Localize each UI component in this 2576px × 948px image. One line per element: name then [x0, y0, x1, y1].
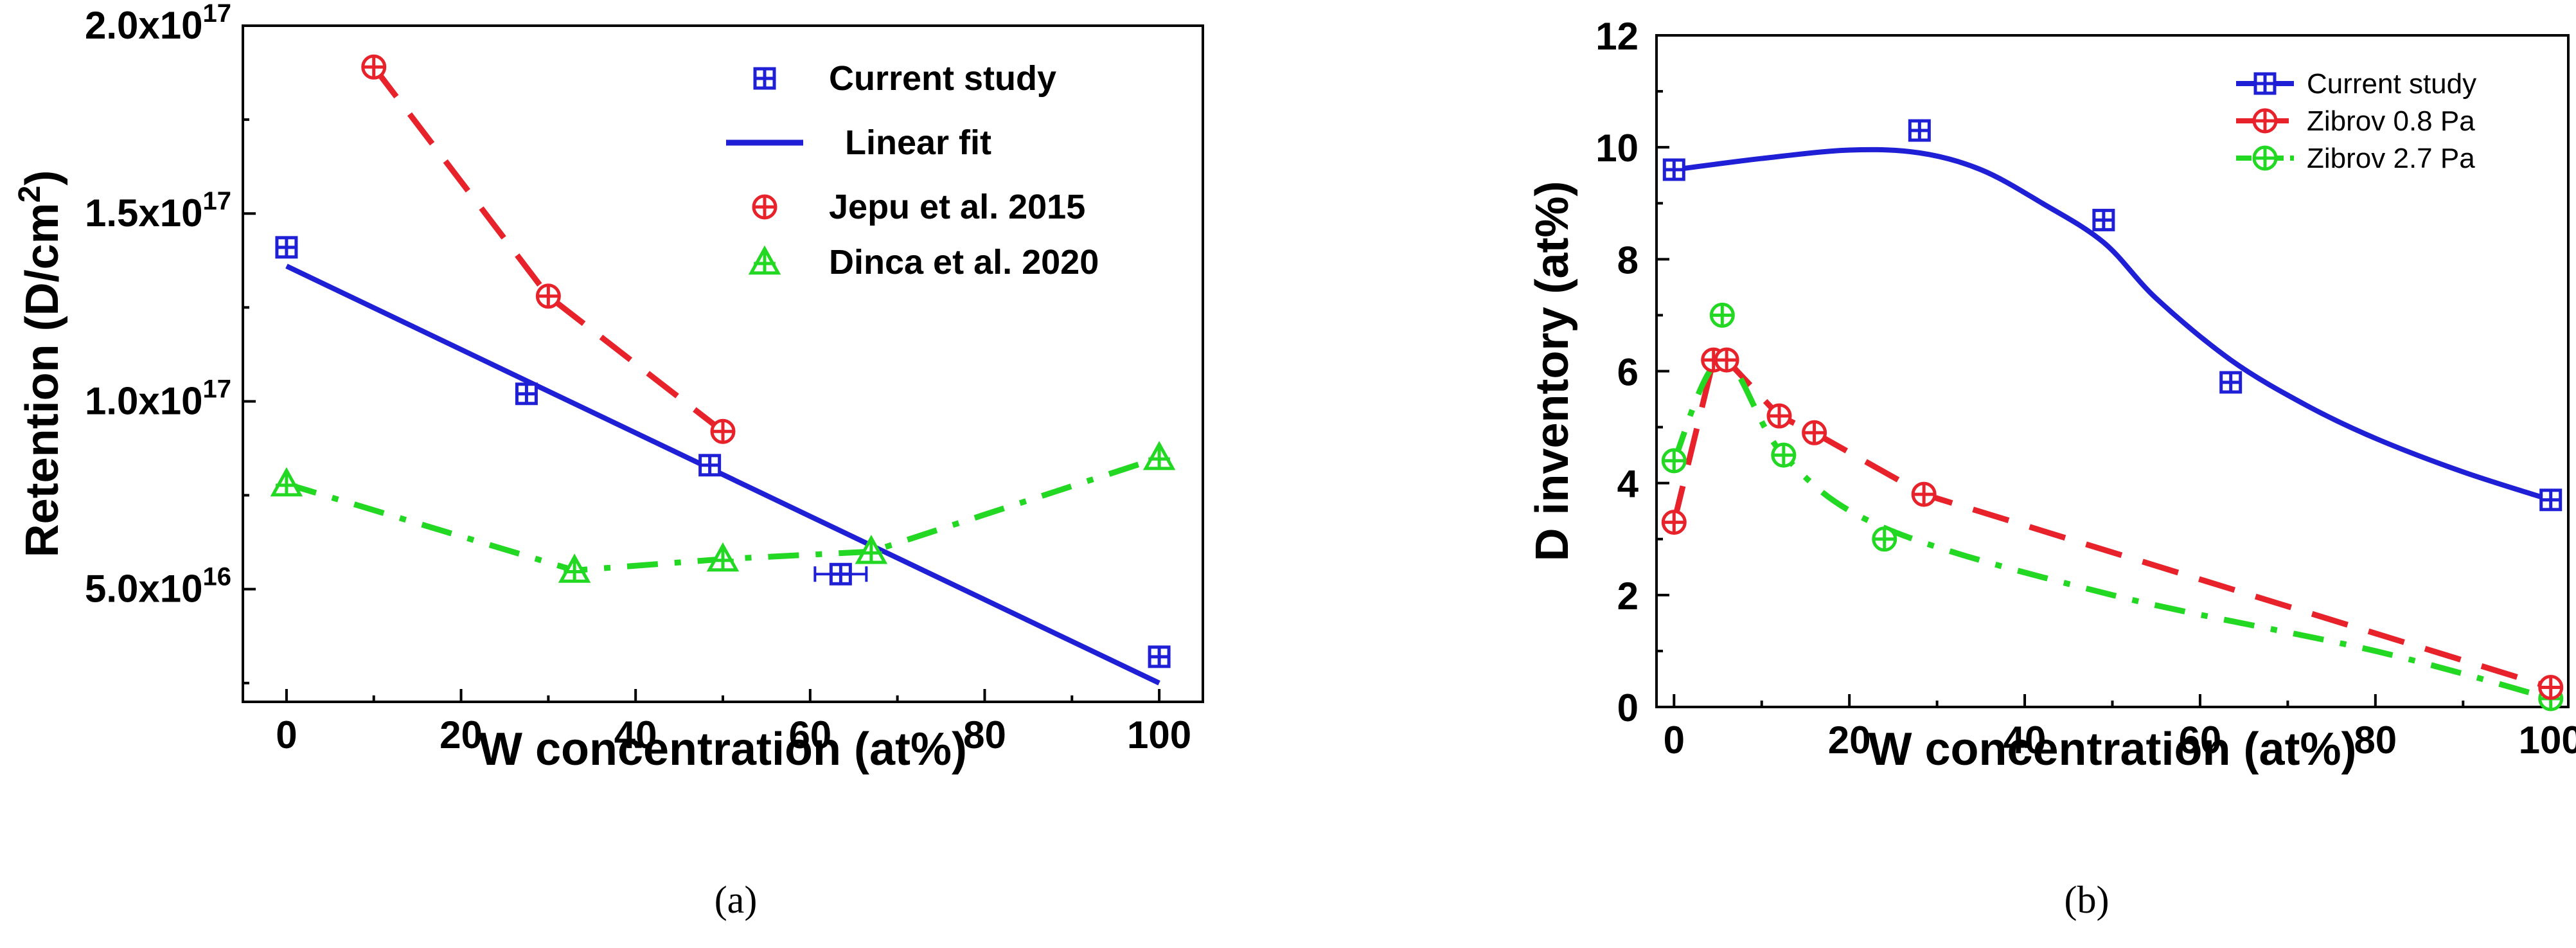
jepu-point-cross — [362, 56, 385, 78]
x-tick-label: 60 — [788, 713, 831, 756]
caption-b: (b) — [2065, 879, 2110, 921]
y-tick-label: 6 — [1617, 351, 1639, 394]
chart-b: 0 20 40 60 80 100 0 2 4 6 8 10 12 W concentration (at… — [1527, 15, 2576, 921]
jepu-point-cross — [537, 285, 560, 307]
x-tick-label: 100 — [1127, 713, 1191, 756]
current-study-point-cross — [700, 455, 720, 475]
x-tick-label: 40 — [2003, 719, 2047, 762]
y-tick-label: 10 — [1595, 127, 1639, 170]
current-study-point-cross — [831, 564, 851, 584]
jepu-point-cross — [712, 420, 734, 443]
zibrov-27-point-cross — [1663, 449, 1685, 472]
current-study-point-cross — [1910, 121, 1930, 141]
current-study-point-cross — [1150, 647, 1169, 666]
zibrov-08-line — [1671, 357, 2552, 690]
caption-a: (a) — [715, 879, 758, 921]
zibrov-08-point-cross — [1663, 511, 1685, 533]
x-tick-label: 20 — [1828, 719, 1871, 762]
legend-z27-label: Zibrov 2.7 Pa — [2307, 143, 2475, 174]
legend-dinca-marker-cross — [754, 249, 776, 273]
legend-z27-marker-cross — [2254, 147, 2276, 169]
legend-dinca-label: Dinca et al. 2020 — [829, 243, 1099, 282]
y-tick-label: 4 — [1617, 463, 1639, 506]
legend-fit-label: Linear fit — [845, 123, 991, 162]
y-axis-title: Retention (D/cm2) — [13, 170, 68, 558]
legend-current-marker-cross — [755, 69, 774, 88]
plot-frame — [242, 24, 1204, 703]
y-tick-label: 2 — [1617, 575, 1639, 618]
dinca-point-cross — [564, 557, 585, 582]
dinca-point-cross — [276, 470, 298, 495]
y-tick-label: 0 — [1617, 686, 1639, 729]
chart-a: 0 20 40 60 80 100 5.0x1016 1.0x1017 1.5x1017 2.0x… — [13, 0, 1204, 921]
current-study-point-cross — [276, 237, 296, 257]
x-tick-label: 0 — [276, 713, 297, 756]
legend-current-label: Current study — [829, 59, 1056, 98]
y-tick-label: 1.5x1017 — [85, 187, 231, 235]
legend-current-marker-cross — [2255, 74, 2275, 93]
zibrov-27-point-cross — [1711, 304, 1734, 326]
legend-jepu-label: Jepu et al. 2015 — [829, 188, 1085, 226]
y-tick-label: 5.0x1016 — [85, 563, 231, 611]
y-tick-label: 12 — [1595, 15, 1639, 58]
zibrov-27-point-cross — [1772, 444, 1795, 467]
dinca-point-cross — [712, 545, 734, 570]
x-tick-label: 0 — [1664, 719, 1685, 762]
x-tick-label: 20 — [440, 713, 483, 756]
current-study-point-cross — [1664, 160, 1684, 179]
x-axis-title: W concentration (at%) — [479, 724, 967, 775]
legend-jepu-marker-cross — [754, 196, 776, 218]
x-tick-label: 80 — [963, 713, 1006, 756]
zibrov-27-point-cross — [1873, 528, 1896, 550]
current-study-point-cross — [2541, 490, 2561, 510]
zibrov-08-point-cross — [1716, 349, 1738, 371]
zibrov-08-point-cross — [1803, 422, 1825, 444]
zibrov-08-point-cross — [1913, 483, 1935, 506]
zibrov-27-line — [1671, 357, 2552, 702]
x-tick-label: 60 — [2179, 719, 2222, 762]
current-study-fit-line — [1673, 147, 2552, 503]
x-tick-label: 40 — [614, 713, 657, 756]
y-tick-label: 8 — [1617, 238, 1639, 282]
legend-z08-label: Zibrov 0.8 Pa — [2307, 105, 2475, 137]
x-tick-label: 80 — [2354, 719, 2397, 762]
current-study-point-cross — [2093, 210, 2113, 230]
dinca-point-cross — [860, 538, 882, 563]
zibrov-08-point-cross — [2539, 676, 2562, 699]
legend-z08-marker-cross — [2254, 110, 2276, 132]
current-study-point-cross — [517, 384, 537, 404]
legend-current-label: Current study — [2307, 68, 2476, 100]
zibrov-08-point-cross — [1768, 405, 1791, 427]
x-axis-title: W concentration (at%) — [1868, 724, 2356, 775]
y-axis-title: D inventory (at%) — [1527, 181, 1578, 561]
linear-fit-line — [285, 264, 1160, 686]
jepu-line — [371, 65, 725, 434]
dinca-point-cross — [1148, 444, 1170, 469]
current-study-point-cross — [2221, 372, 2241, 392]
x-tick-label: 100 — [2519, 719, 2576, 762]
y-tick-label: 2.0x1017 — [85, 0, 231, 47]
y-tick-label: 1.0x1017 — [85, 375, 231, 422]
